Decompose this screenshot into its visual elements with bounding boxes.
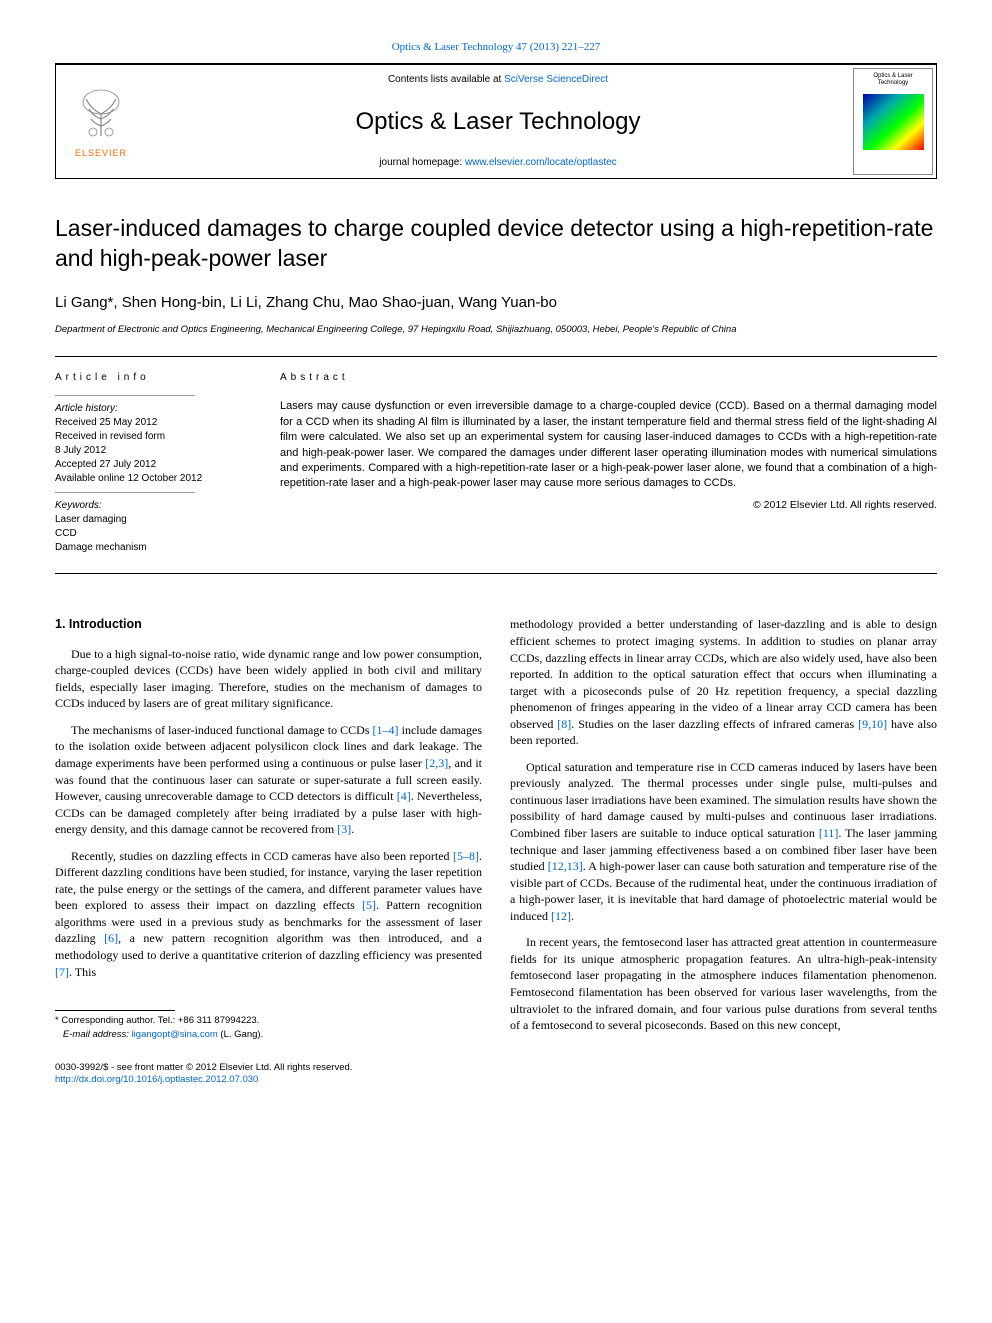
ref-link[interactable]: [2,3] bbox=[425, 756, 448, 770]
history-item: Received 25 May 2012 bbox=[55, 416, 250, 430]
journal-citation-link[interactable]: Optics & Laser Technology 47 (2013) 221–… bbox=[392, 41, 601, 53]
article-info-col: article info Article history: Received 2… bbox=[55, 371, 250, 555]
page-root: Optics & Laser Technology 47 (2013) 221–… bbox=[0, 0, 992, 1126]
history-item: Available online 12 October 2012 bbox=[55, 472, 250, 486]
intro-p2: The mechanisms of laser-induced function… bbox=[55, 722, 482, 838]
ref-link[interactable]: [3] bbox=[337, 822, 351, 836]
email-label: E-mail address: bbox=[63, 1029, 132, 1040]
elsevier-tree-icon bbox=[71, 84, 131, 144]
journal-name-small: Optics & Laser Technology bbox=[392, 41, 514, 53]
cover-image-icon bbox=[861, 92, 926, 152]
doi-link[interactable]: http://dx.doi.org/10.1016/j.optlastec.20… bbox=[55, 1074, 258, 1085]
elsevier-wordmark: ELSEVIER bbox=[75, 147, 127, 160]
ref-link[interactable]: [1–4] bbox=[373, 723, 399, 737]
email-link[interactable]: ligangopt@sina.com bbox=[132, 1029, 218, 1040]
info-abstract-row: article info Article history: Received 2… bbox=[55, 357, 937, 573]
paper-title: Laser-induced damages to charge coupled … bbox=[55, 214, 937, 274]
ref-link[interactable]: [11] bbox=[819, 826, 839, 840]
abstract-copyright: © 2012 Elsevier Ltd. All rights reserved… bbox=[280, 498, 937, 513]
history-item: 8 July 2012 bbox=[55, 444, 250, 458]
corresponding-author-footnote: * Corresponding author. Tel.: +86 311 87… bbox=[55, 1015, 482, 1027]
intro-p3-right: methodology provided a better understand… bbox=[510, 616, 937, 748]
keywords-label: Keywords: bbox=[55, 499, 250, 513]
keyword-item: Laser damaging bbox=[55, 513, 250, 527]
footnote-rule bbox=[55, 1010, 175, 1011]
right-column: methodology provided a better understand… bbox=[510, 616, 937, 1086]
ref-link[interactable]: [5–8] bbox=[453, 849, 479, 863]
ref-link[interactable]: [12,13] bbox=[548, 859, 583, 873]
keyword-item: Damage mechanism bbox=[55, 541, 250, 555]
left-column: 1. Introduction Due to a high signal-to-… bbox=[55, 616, 482, 1086]
abstract-heading: abstract bbox=[280, 371, 937, 385]
journal-name-large: Optics & Laser Technology bbox=[355, 105, 640, 139]
abstract-col: abstract Lasers may cause dysfunction or… bbox=[280, 371, 937, 555]
affiliation: Department of Electronic and Optics Engi… bbox=[55, 323, 937, 336]
elsevier-logo-block: ELSEVIER bbox=[56, 65, 146, 178]
cover-title: Optics & Laser Technology bbox=[858, 73, 928, 86]
info-bottom-rule bbox=[55, 573, 937, 574]
top-citation-link: Optics & Laser Technology 47 (2013) 221–… bbox=[55, 40, 937, 55]
abstract-text: Lasers may cause dysfunction or even irr… bbox=[280, 399, 937, 491]
footer-block: 0030-3992/$ - see front matter © 2012 El… bbox=[55, 1062, 482, 1087]
contents-prefix: Contents lists available at bbox=[388, 74, 504, 85]
homepage-prefix: journal homepage: bbox=[379, 157, 465, 168]
body-columns: 1. Introduction Due to a high signal-to-… bbox=[55, 616, 937, 1086]
sciencedirect-link[interactable]: SciVerse ScienceDirect bbox=[504, 74, 608, 85]
front-matter-line: 0030-3992/$ - see front matter © 2012 El… bbox=[55, 1062, 482, 1074]
history-item: Accepted 27 July 2012 bbox=[55, 458, 250, 472]
ref-link[interactable]: [7] bbox=[55, 965, 69, 979]
ref-link[interactable]: [5] bbox=[362, 898, 376, 912]
info-sub-rule-2 bbox=[55, 492, 195, 493]
history-label: Article history: bbox=[55, 402, 250, 416]
homepage-line: journal homepage: www.elsevier.com/locat… bbox=[379, 156, 616, 170]
homepage-link[interactable]: www.elsevier.com/locate/optlastec bbox=[465, 157, 617, 168]
contents-available-line: Contents lists available at SciVerse Sci… bbox=[388, 73, 608, 87]
citation-range: 47 (2013) 221–227 bbox=[516, 41, 600, 53]
intro-p1: Due to a high signal-to-noise ratio, wid… bbox=[55, 646, 482, 712]
header-center: Contents lists available at SciVerse Sci… bbox=[146, 65, 850, 178]
intro-p5: In recent years, the femtosecond laser h… bbox=[510, 934, 937, 1033]
intro-p4: Optical saturation and temperature rise … bbox=[510, 759, 937, 924]
ref-link[interactable]: [12] bbox=[551, 909, 571, 923]
article-info-heading: article info bbox=[55, 371, 250, 385]
journal-cover-thumb: Optics & Laser Technology bbox=[853, 68, 933, 175]
author-list: Li Gang*, Shen Hong-bin, Li Li, Zhang Ch… bbox=[55, 292, 937, 313]
email-footnote: E-mail address: ligangopt@sina.com (L. G… bbox=[55, 1029, 482, 1041]
history-item: Received in revised form bbox=[55, 430, 250, 444]
journal-header-box: ELSEVIER Contents lists available at Sci… bbox=[55, 64, 937, 179]
section-heading-intro: 1. Introduction bbox=[55, 616, 482, 633]
ref-link[interactable]: [8] bbox=[557, 717, 571, 731]
ref-link[interactable]: [6] bbox=[104, 931, 118, 945]
keyword-item: CCD bbox=[55, 527, 250, 541]
ref-link[interactable]: [4] bbox=[397, 789, 411, 803]
info-sub-rule-1 bbox=[55, 395, 195, 396]
ref-link[interactable]: [9,10] bbox=[858, 717, 887, 731]
intro-p3-left: Recently, studies on dazzling effects in… bbox=[55, 848, 482, 980]
